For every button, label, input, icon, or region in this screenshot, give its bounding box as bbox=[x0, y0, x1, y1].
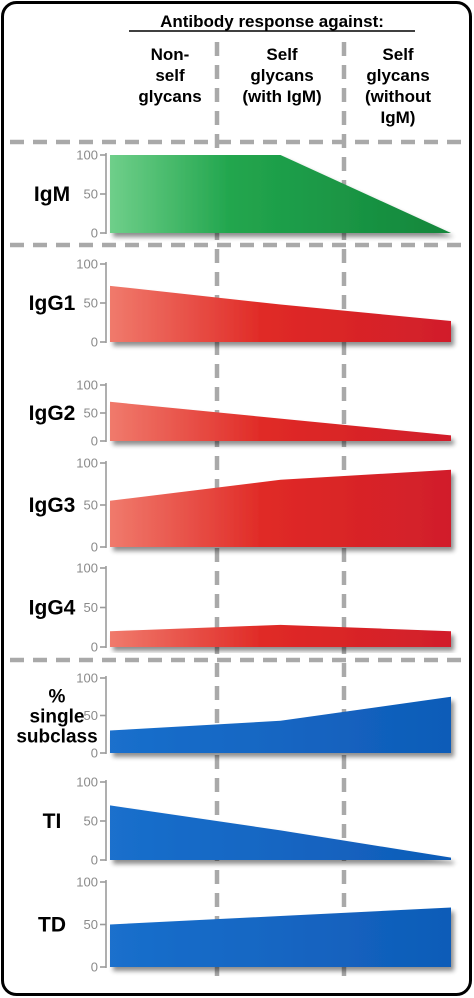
row-label-5: IgG4 bbox=[29, 597, 76, 620]
column-label-3-line-3: (without bbox=[365, 87, 431, 106]
y-tick-label-1-1: 0 bbox=[91, 226, 98, 241]
y-tick-label-1-2: 50 bbox=[84, 187, 98, 202]
y-tick-label-8-3: 100 bbox=[76, 875, 98, 890]
row-label-1: IgM bbox=[34, 183, 70, 206]
y-tick-label-4-3: 100 bbox=[76, 456, 98, 471]
y-tick-label-7-2: 50 bbox=[84, 814, 98, 829]
row-label-3: IgG2 bbox=[29, 402, 76, 425]
column-labels: Non-self glycans Self glycans (with IgM) Self… bbox=[138, 45, 431, 127]
header-title: Antibody response against: bbox=[160, 12, 384, 31]
area-series-7 bbox=[110, 805, 451, 860]
y-tick-label-6-2: 50 bbox=[84, 708, 98, 723]
y-tick-label-3-3: 100 bbox=[76, 378, 98, 393]
column-label-1-line-2: self bbox=[155, 66, 185, 85]
area-series-2 bbox=[110, 285, 451, 342]
column-label-3-line-1: Self bbox=[382, 45, 414, 64]
area-series-1 bbox=[110, 155, 451, 233]
column-label-3-line-2: glycans bbox=[366, 66, 429, 85]
row-label-2: IgG1 bbox=[29, 292, 76, 315]
row-label-7: TI bbox=[43, 810, 62, 833]
column-label-1-line-3: glycans bbox=[138, 87, 201, 106]
y-tick-label-7-3: 100 bbox=[76, 775, 98, 790]
y-tick-label-8-2: 50 bbox=[84, 917, 98, 932]
row-label-6-line-3: subclass bbox=[16, 727, 97, 748]
y-tick-label-8-1: 0 bbox=[91, 960, 98, 975]
column-label-2-line-3: (with IgM) bbox=[242, 87, 321, 106]
area-series-5 bbox=[110, 624, 451, 647]
row-label-6-line-2: single bbox=[30, 707, 85, 728]
chart-row-2: 0 50 100 IgG1 bbox=[29, 257, 451, 350]
y-tick-label-6-1: 0 bbox=[91, 746, 98, 761]
area-series-4 bbox=[110, 469, 451, 547]
chart-rows: 050100IgM050100IgG1050100IgG2050100IgG30… bbox=[16, 148, 451, 975]
y-tick-label-1-3: 100 bbox=[76, 148, 98, 163]
y-tick-label-4-1: 0 bbox=[91, 540, 98, 555]
column-label-2-line-1: Self bbox=[266, 45, 298, 64]
y-tick-label-2-1: 0 bbox=[91, 335, 98, 350]
y-tick-label-2-3: 100 bbox=[76, 257, 98, 272]
area-series-6 bbox=[110, 696, 451, 753]
chart-row-1: 0 50 100 IgM bbox=[34, 148, 451, 241]
y-tick-label-7-1: 0 bbox=[91, 853, 98, 868]
y-tick-label-2-2: 50 bbox=[84, 296, 98, 311]
chart-row-4: 0 50 100 IgG3 bbox=[29, 456, 451, 555]
y-tick-label-5-3: 100 bbox=[76, 561, 98, 576]
column-label-2-line-2: glycans bbox=[250, 66, 313, 85]
area-series-8 bbox=[110, 907, 451, 967]
chart-row-8: 0 50 100 TD bbox=[38, 875, 451, 975]
area-series-3 bbox=[110, 401, 451, 441]
y-tick-label-4-2: 50 bbox=[84, 498, 98, 513]
row-label-4: IgG3 bbox=[29, 494, 76, 517]
y-tick-label-6-3: 100 bbox=[76, 671, 98, 686]
y-tick-label-5-1: 0 bbox=[91, 640, 98, 655]
column-label-1-line-1: Non- bbox=[151, 45, 190, 64]
y-tick-label-3-1: 0 bbox=[91, 434, 98, 449]
row-label-6-line-1: % bbox=[49, 687, 66, 708]
chart-row-5: 0 50 100 IgG4 bbox=[29, 561, 451, 655]
chart-row-7: 0 50 100 TI bbox=[43, 775, 451, 868]
row-label-8: TD bbox=[38, 914, 66, 937]
y-tick-label-3-2: 50 bbox=[84, 406, 98, 421]
y-tick-label-5-2: 50 bbox=[84, 600, 98, 615]
column-label-3-line-4: IgM) bbox=[381, 108, 416, 127]
